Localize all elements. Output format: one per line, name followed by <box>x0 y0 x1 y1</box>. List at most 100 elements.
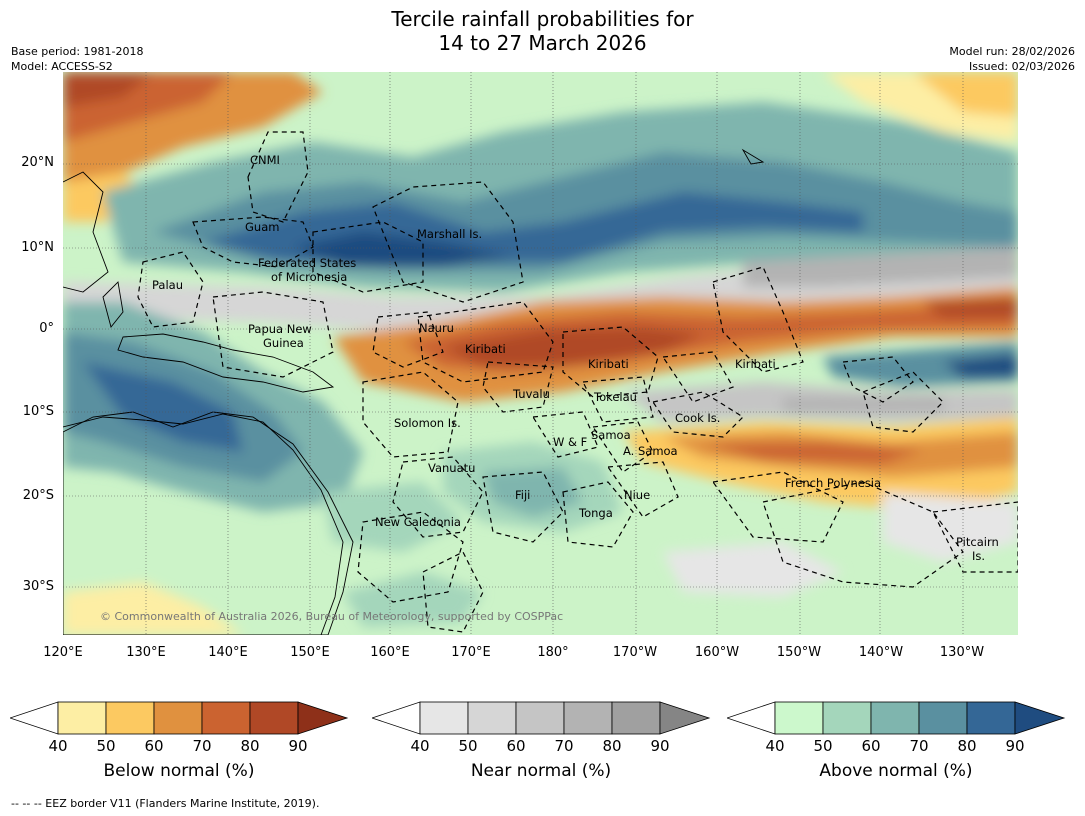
tick-label: 60 <box>144 737 164 755</box>
probability-field <box>63 72 1018 635</box>
model-run: Model run: 28/02/2026 <box>949 45 1075 58</box>
swatch-40-50 <box>774 701 824 735</box>
tick-label: 70 <box>909 737 929 755</box>
swatch-50-60 <box>467 701 517 735</box>
swatch-under <box>727 701 776 735</box>
lat-label: 20°N <box>21 155 54 170</box>
region-label: Tonga <box>579 506 613 520</box>
tick-label: 60 <box>506 737 526 755</box>
tick-label: 80 <box>240 737 260 755</box>
lat-label: 10°N <box>21 240 54 255</box>
tick-label: 40 <box>410 737 430 755</box>
lon-label: 120°E <box>43 645 83 660</box>
region-label: Federated States <box>258 256 357 270</box>
region-label: Tuvalu <box>513 387 550 401</box>
swatch-70-80 <box>918 701 968 735</box>
region-label: Niue <box>624 488 651 502</box>
colorbar-below-swatches <box>10 701 349 735</box>
region-label: Guam <box>245 220 280 234</box>
swatch-80-90 <box>611 701 661 735</box>
swatch-60-70 <box>870 701 920 735</box>
swatch-80-90 <box>966 701 1016 735</box>
region-label: Pitcairn <box>956 535 999 549</box>
swatch-over <box>1014 701 1066 735</box>
tick-label: 60 <box>861 737 881 755</box>
region-label: Fiji <box>515 488 531 502</box>
lon-label: 180° <box>537 645 569 660</box>
tick-label: 80 <box>957 737 977 755</box>
base-period: Base period: 1981-2018 <box>11 45 144 58</box>
swatch-40-50 <box>57 701 107 735</box>
lat-label: 20°S <box>22 488 54 503</box>
forecast-map <box>63 72 1018 635</box>
lon-label: 160°W <box>694 645 740 660</box>
region-label: Guinea <box>263 336 304 350</box>
region-label: Vanuatu <box>428 461 476 475</box>
graticule <box>63 72 1018 635</box>
lon-label: 150°W <box>776 645 822 660</box>
region-label: Nauru <box>419 321 454 335</box>
colorbar-below-label: Below normal (%) <box>103 761 255 781</box>
swatch-under <box>372 701 421 735</box>
region-label: Kiribati <box>465 342 506 356</box>
region-label: French Polynesia <box>785 476 882 490</box>
tick-label: 40 <box>48 737 68 755</box>
region-label: Is. <box>972 549 986 563</box>
region-label: Marshall Is. <box>417 227 483 241</box>
credit-text: © Commonwealth of Australia 2026, Bureau… <box>100 610 564 623</box>
lon-label: 170°E <box>451 645 491 660</box>
colorbar-near-label: Near normal (%) <box>470 761 612 781</box>
lon-label: 150°E <box>290 645 330 660</box>
meta-right: Model run: 28/02/2026 Issued: 02/03/2026 <box>949 44 1075 74</box>
lon-label: 160°E <box>370 645 410 660</box>
tick-label: 90 <box>288 737 308 755</box>
region-label: A. Samoa <box>623 444 678 458</box>
tick-label: 50 <box>813 737 833 755</box>
eez-borders <box>137 131 1018 633</box>
issued-date: Issued: 02/03/2026 <box>968 60 1075 73</box>
title-line-2: 14 to 27 March 2026 <box>438 31 647 55</box>
swatch-70-80 <box>563 701 613 735</box>
tick-label: 40 <box>765 737 785 755</box>
lon-label: 170°W <box>612 645 658 660</box>
region-label: W & F <box>553 435 588 449</box>
swatch-40-50 <box>419 701 469 735</box>
colorbar-near-swatches <box>372 701 711 735</box>
region-label: Kiribati <box>588 357 629 371</box>
swatch-80-90 <box>249 701 299 735</box>
lon-label: 130°E <box>126 645 166 660</box>
tick-label: 90 <box>1005 737 1025 755</box>
region-label: Tokelau <box>594 390 637 404</box>
title-line-1: Tercile rainfall probabilities for <box>391 7 694 31</box>
region-label: Kiribati <box>735 357 776 371</box>
colorbar-above-label: Above normal (%) <box>819 761 973 781</box>
region-label: Papua New <box>248 322 312 336</box>
swatch-50-60 <box>105 701 155 735</box>
swatch-over <box>659 701 711 735</box>
colorbar-above-swatches <box>727 701 1066 735</box>
lon-label: 130°W <box>939 645 985 660</box>
region-label: Samoa <box>591 428 631 442</box>
eez-footnote: -- -- -- EEZ border V11 (Flanders Marine… <box>11 797 320 810</box>
tick-label: 80 <box>602 737 622 755</box>
tick-label: 70 <box>192 737 212 755</box>
region-label: CNMI <box>250 153 280 167</box>
region-label: Palau <box>152 278 183 292</box>
swatch-over <box>297 701 349 735</box>
map-canvas <box>63 72 1018 635</box>
region-label: of Micronesia <box>271 270 348 284</box>
lon-label: 140°E <box>208 645 248 660</box>
swatch-70-80 <box>201 701 251 735</box>
lat-label: 30°S <box>22 579 54 594</box>
lat-label: 10°S <box>22 404 54 419</box>
map-title: Tercile rainfall probabilities for 14 to… <box>0 7 1085 55</box>
swatch-50-60 <box>822 701 872 735</box>
region-label: New Caledonia <box>375 515 461 529</box>
model-name: Model: ACCESS-S2 <box>11 60 113 73</box>
tick-label: 70 <box>554 737 574 755</box>
swatch-60-70 <box>515 701 565 735</box>
swatch-under <box>10 701 59 735</box>
tick-label: 50 <box>96 737 116 755</box>
lat-label: 0° <box>39 321 54 336</box>
tick-label: 90 <box>650 737 670 755</box>
